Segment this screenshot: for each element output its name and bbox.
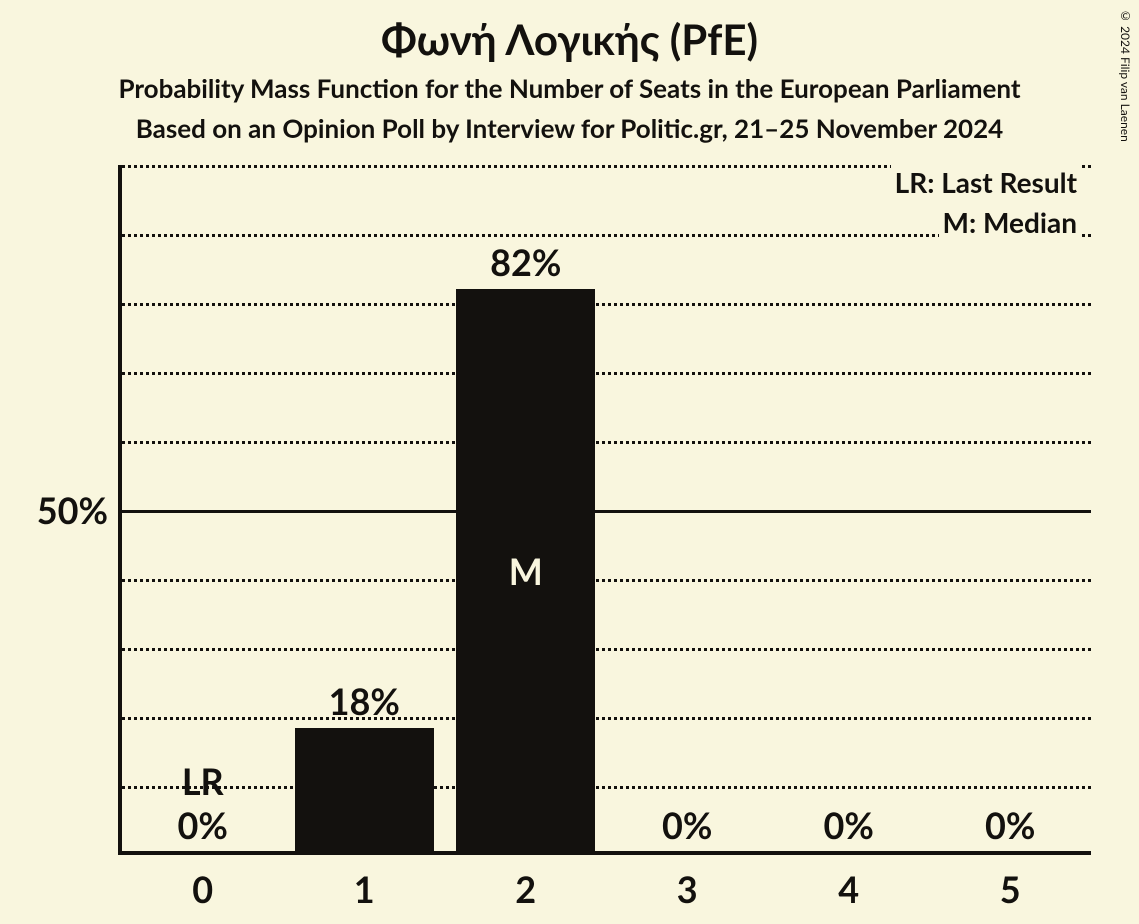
gridline-minor (122, 303, 1091, 306)
x-tick-label: 2 (445, 867, 607, 911)
chart-subtitle-1: Probability Mass Function for the Number… (0, 72, 1139, 104)
x-tick-label: 1 (284, 867, 446, 911)
x-tick-label: 0 (122, 867, 284, 911)
bar-value-label: 0% (930, 803, 1092, 847)
x-tick-label: 4 (768, 867, 930, 911)
x-tick-label: 3 (607, 867, 769, 911)
y-tick-label: 50% (8, 488, 108, 532)
legend-median: M: Median (939, 205, 1081, 239)
bar-value-label: 0% (768, 803, 930, 847)
bar (295, 728, 434, 852)
gridline-major (122, 510, 1091, 513)
gridline-minor (122, 441, 1091, 444)
bar-value-label: 0% (607, 803, 769, 847)
last-result-marker: LR (122, 759, 284, 803)
chart-title: Φωνή Λογικής (PfE) (0, 14, 1139, 64)
x-tick-label: 5 (930, 867, 1092, 911)
gridline-minor (122, 579, 1091, 582)
x-axis (118, 851, 1091, 855)
chart-subtitle-2: Based on an Opinion Poll by Interview fo… (0, 112, 1139, 144)
median-marker: M (445, 549, 607, 593)
gridline-minor (122, 372, 1091, 375)
bar-value-label: 82% (445, 240, 607, 284)
gridline-minor (122, 717, 1091, 720)
bar-value-label: 18% (284, 679, 446, 723)
chart-page: © 2024 Filip van Laenen Φωνή Λογικής (Pf… (0, 0, 1139, 924)
gridline-minor (122, 648, 1091, 651)
legend-lr: LR: Last Result (891, 165, 1081, 199)
plot-area: 50%LR: Last ResultM: Median0%018%182%20%… (118, 165, 1091, 855)
bar-value-label: 0% (122, 803, 284, 847)
